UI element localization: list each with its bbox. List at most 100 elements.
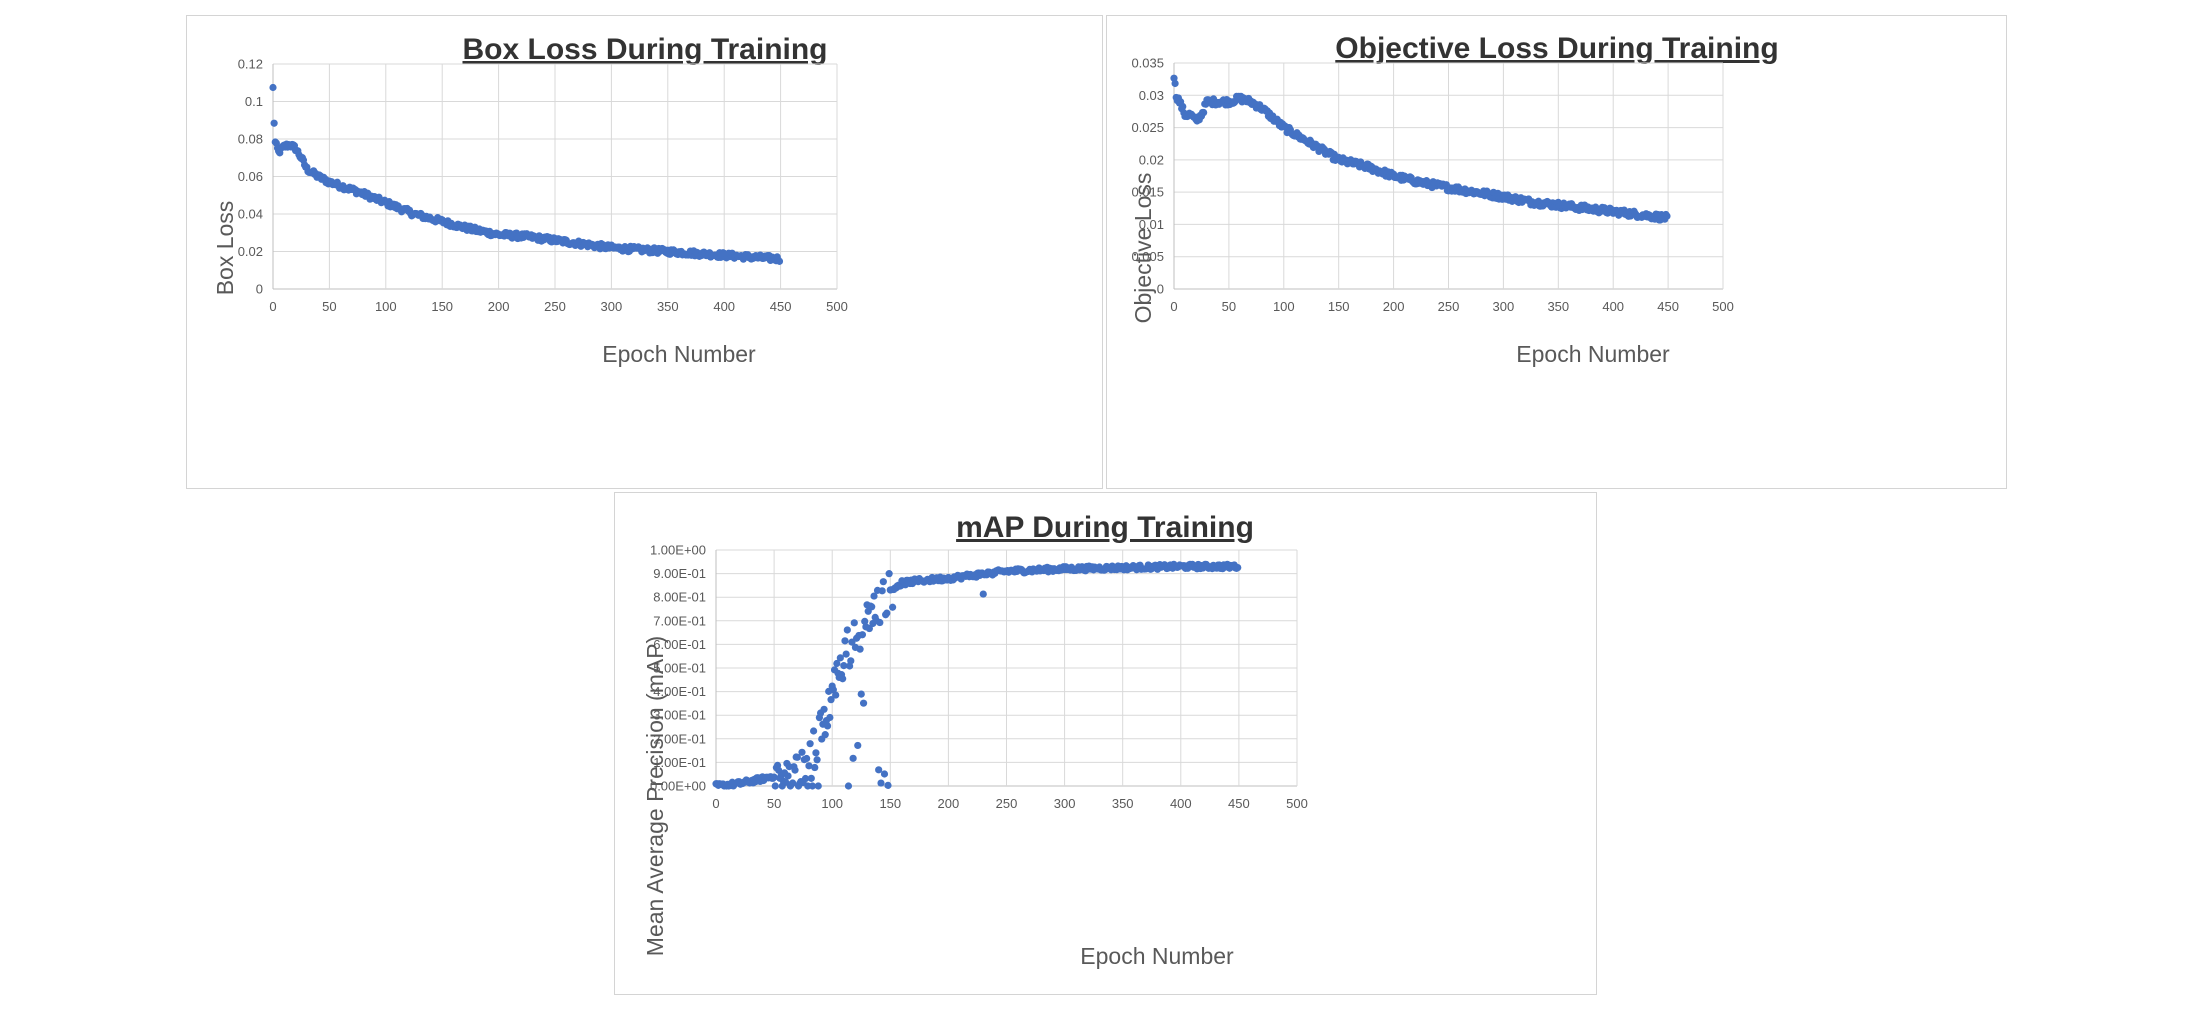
map-data-point xyxy=(775,766,783,774)
map-data-point xyxy=(810,727,818,735)
objective-loss-data-point xyxy=(1200,108,1208,117)
map-x-tick-label: 0 xyxy=(712,796,719,811)
map-data-point xyxy=(789,779,797,787)
map-x-tick-label: 500 xyxy=(1286,796,1308,811)
box-loss-x-tick-label: 450 xyxy=(770,299,792,314)
map-data-point xyxy=(798,748,806,756)
map-x-tick-label: 200 xyxy=(938,796,960,811)
map-data-point xyxy=(784,772,792,780)
objective-loss-y-tick-label: 0.03 xyxy=(1139,88,1164,103)
map-data-point xyxy=(885,570,893,578)
box-loss-x-tick-label: 400 xyxy=(713,299,735,314)
box-loss-chart-panel: Box Loss During Training 0 0.02 0.04 0.06 0.… xyxy=(186,15,1103,489)
map-data-point xyxy=(791,766,799,774)
box-loss-plot-area: 0 0.02 0.04 0.06 0.08 0.1 0.12 0 50 100 150 200 250 3… xyxy=(238,57,848,315)
map-data-point xyxy=(833,659,841,668)
map-chart-svg: mAP During Training 0.00E+00 1.00E-01 2.00… xyxy=(642,511,1308,969)
map-data-point xyxy=(771,782,779,790)
objective-loss-y-tick-label: 0.005 xyxy=(1131,249,1164,264)
map-y-tick-label: 7.00E-01 xyxy=(653,613,706,628)
map-data-point xyxy=(805,762,813,770)
map-data-point xyxy=(812,749,820,757)
map-data-point xyxy=(832,691,840,699)
objective-loss-x-tick-label: 250 xyxy=(1438,299,1460,314)
box-loss-y-tick-label: 0.02 xyxy=(238,244,263,259)
map-y-tick-label: 0.00E+00 xyxy=(650,779,706,794)
map-y-tick-label: 5.00E-01 xyxy=(653,661,706,676)
map-x-tick-label: 400 xyxy=(1170,796,1192,811)
map-data-point xyxy=(840,662,848,670)
map-data-point xyxy=(889,603,897,611)
box-loss-x-tick-label: 350 xyxy=(657,299,679,314)
box-loss-data-point xyxy=(269,83,277,92)
objective-loss-x-tick-label: 300 xyxy=(1493,299,1515,314)
map-chart-title: mAP During Training xyxy=(956,511,1254,544)
map-data-point xyxy=(841,637,849,645)
map-data-point xyxy=(876,618,884,627)
map-y-tick-label: 2.00E-01 xyxy=(653,731,706,746)
objective-loss-y-tick-label: 0.035 xyxy=(1131,56,1164,71)
map-data-point xyxy=(806,740,814,748)
map-x-tick-label: 50 xyxy=(767,796,781,811)
objective-loss-x-tick-label: 350 xyxy=(1547,299,1569,314)
map-data-point xyxy=(877,779,885,787)
objective-loss-x-tick-label: 400 xyxy=(1602,299,1624,314)
map-y-tick-label: 8.00E-01 xyxy=(653,590,706,605)
map-data-point xyxy=(808,782,817,790)
box-loss-y-tick-label: 0.12 xyxy=(238,57,263,72)
objective-loss-chart-title: Objective Loss During Training xyxy=(1335,32,1778,65)
box-loss-data-point xyxy=(775,257,784,265)
objective-loss-y-tick-label: 0.025 xyxy=(1131,120,1164,135)
map-data-point xyxy=(842,650,850,658)
box-loss-y-tick-label: 0.1 xyxy=(245,94,263,109)
map-data-point xyxy=(844,782,853,790)
objective-loss-data-point xyxy=(1171,79,1179,88)
map-chart-panel: mAP During Training 0.00E+00 1.00E-01 2.00… xyxy=(614,492,1597,995)
map-data-point xyxy=(843,626,851,634)
map-x-tick-label: 300 xyxy=(1054,796,1076,811)
map-data-point xyxy=(1234,563,1242,572)
map-data-point xyxy=(856,645,864,653)
map-data-point xyxy=(847,657,855,665)
objective-loss-chart-svg: Objective Loss During Training 0 0.005 0.0… xyxy=(1130,32,1779,367)
map-x-tick-label: 250 xyxy=(996,796,1018,811)
map-data-point xyxy=(883,609,891,617)
map-data-point xyxy=(878,587,886,595)
objective-loss-x-tick-label: 500 xyxy=(1712,299,1734,314)
objective-loss-data-point xyxy=(1179,102,1187,111)
map-data-point xyxy=(884,781,892,789)
map-data-point xyxy=(857,690,865,698)
box-loss-y-tick-label: 0.04 xyxy=(238,207,263,222)
map-data-point xyxy=(870,592,878,600)
box-loss-y-axis-label: Box Loss xyxy=(212,201,238,296)
map-data-point xyxy=(814,782,822,790)
map-data-point xyxy=(826,713,834,722)
objective-loss-x-tick-label: 100 xyxy=(1273,299,1295,314)
box-loss-x-tick-label: 150 xyxy=(431,299,453,314)
map-x-tick-label: 450 xyxy=(1228,796,1250,811)
box-loss-x-tick-label: 50 xyxy=(322,299,336,314)
box-loss-x-tick-label: 300 xyxy=(601,299,623,314)
objective-loss-x-axis-label: Epoch Number xyxy=(1516,341,1670,367)
objective-loss-x-tick-label: 200 xyxy=(1383,299,1405,314)
map-data-point xyxy=(807,774,815,782)
map-data-point xyxy=(821,731,829,739)
map-data-point xyxy=(865,624,873,633)
map-data-point xyxy=(803,754,811,763)
map-data-point xyxy=(813,756,821,764)
map-data-point xyxy=(858,631,867,639)
map-data-point xyxy=(868,603,876,611)
map-data-point xyxy=(811,763,819,772)
objective-loss-chart-panel: Objective Loss During Training 0 0.005 0.0… xyxy=(1106,15,2007,489)
objective-loss-x-tick-label: 0 xyxy=(1170,299,1177,314)
map-y-axis-label: Mean Average Precision (mAP) xyxy=(642,636,668,956)
map-x-tick-label: 350 xyxy=(1112,796,1134,811)
objective-loss-plot-area: 0 0.005 0.01 0.015 0.02 0.025 0.03 0.035 0 50 100 1… xyxy=(1131,56,1733,315)
box-loss-data-point xyxy=(270,119,278,127)
map-y-tick-label: 4.00E-01 xyxy=(653,684,706,699)
map-y-tick-label: 6.00E-01 xyxy=(653,637,706,652)
objective-loss-y-tick-label: 0.015 xyxy=(1131,185,1164,200)
box-loss-y-tick-label: 0.06 xyxy=(238,169,263,184)
map-x-tick-label: 100 xyxy=(821,796,843,811)
map-data-point xyxy=(879,578,887,586)
